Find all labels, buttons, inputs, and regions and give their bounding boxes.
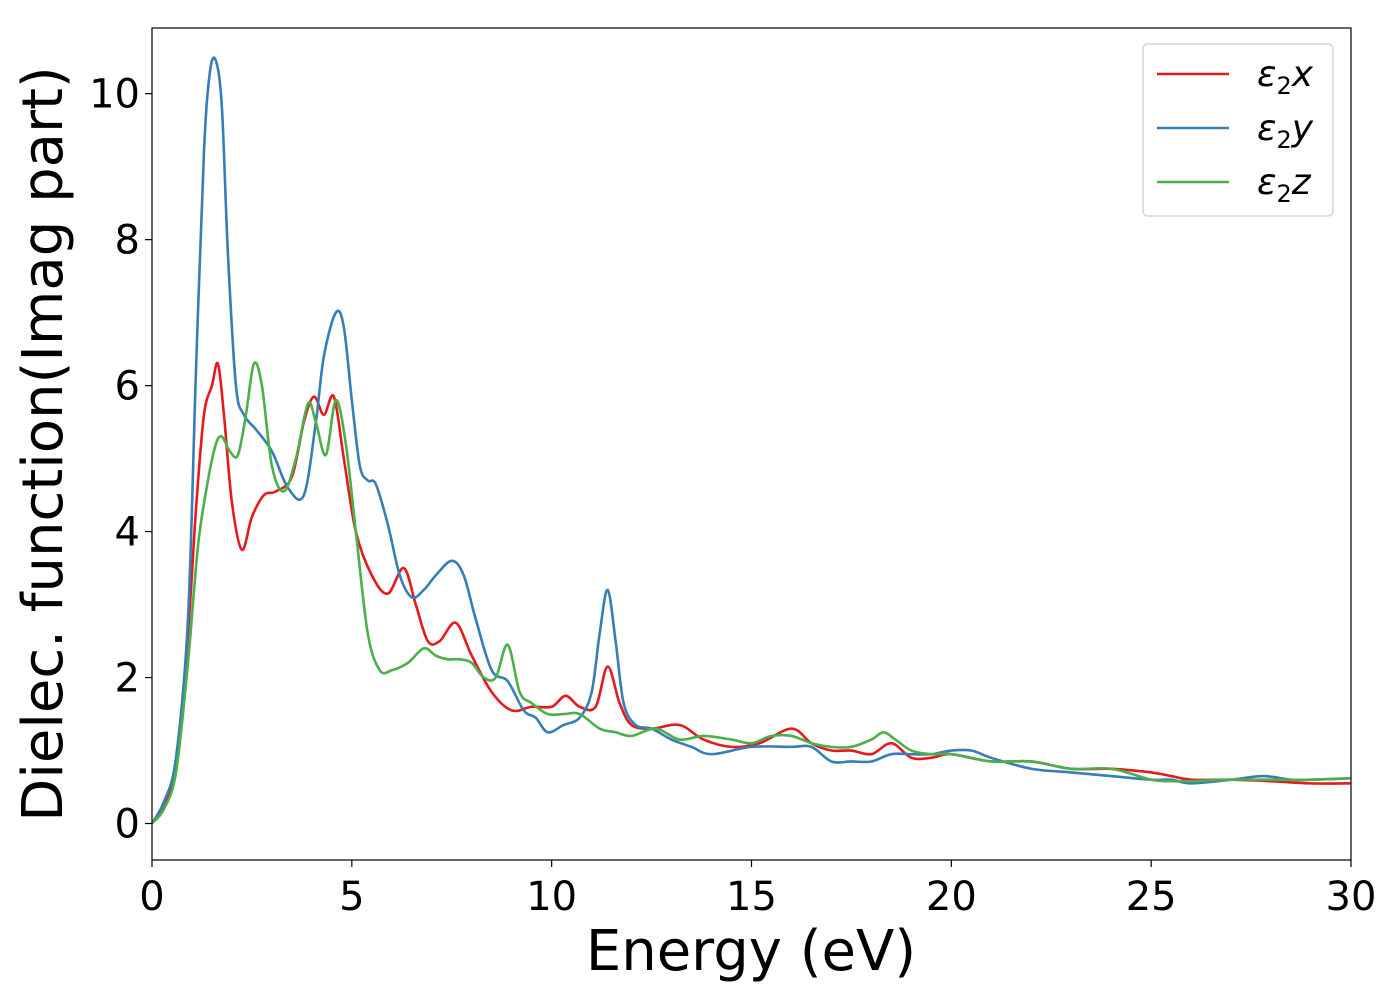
x-tick-label: 10 xyxy=(526,874,577,920)
x-tick-label: 30 xyxy=(1326,874,1377,920)
y-tick-label: 8 xyxy=(115,218,140,264)
y-tick-label: 0 xyxy=(115,802,140,848)
legend-box xyxy=(1142,43,1334,217)
series-layer xyxy=(152,56,1351,825)
series-line-z xyxy=(152,361,1351,825)
x-axis-label: Energy (eV) xyxy=(586,919,916,984)
y-axis: 0 2 4 6 8 10 xyxy=(89,72,152,848)
x-tick-label: 15 xyxy=(726,874,777,920)
y-tick-label: 2 xyxy=(115,656,140,702)
x-tick-label: 20 xyxy=(926,874,977,920)
legend: ε2x ε2y ε2z xyxy=(1142,43,1334,217)
y-tick-label: 6 xyxy=(115,364,140,410)
x-tick-label: 5 xyxy=(339,874,364,920)
y-axis-label: Dielec. function(Imag part) xyxy=(11,66,76,822)
legend-label-z: ε2z xyxy=(1257,162,1312,208)
x-axis: 0 5 10 15 20 25 30 xyxy=(139,860,1376,920)
y-tick-label: 10 xyxy=(89,72,140,118)
y-tick-label: 4 xyxy=(115,510,140,556)
x-tick-label: 0 xyxy=(139,874,164,920)
legend-label-x: ε2x xyxy=(1257,54,1314,100)
x-tick-label: 25 xyxy=(1126,874,1177,920)
legend-label-y: ε2y xyxy=(1257,108,1314,154)
series-line-y xyxy=(152,56,1351,825)
